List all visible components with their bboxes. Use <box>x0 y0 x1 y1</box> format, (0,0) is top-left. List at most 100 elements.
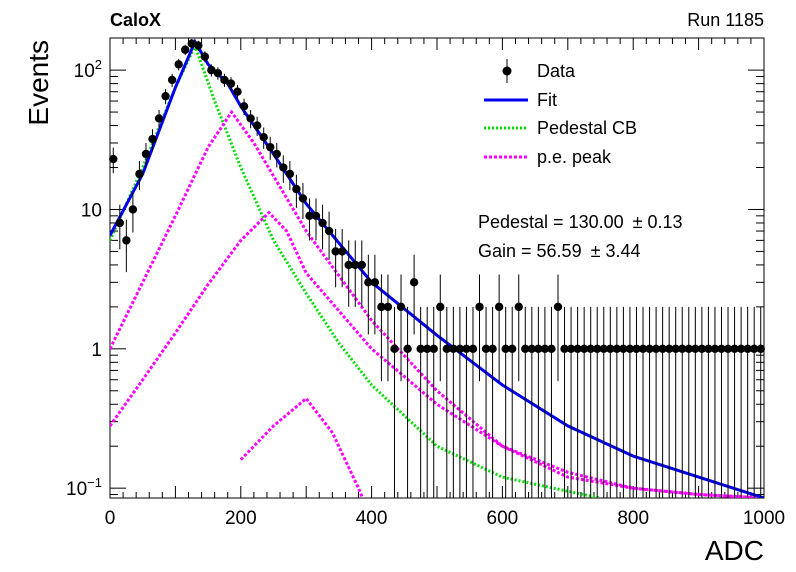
chart-marks <box>109 38 765 498</box>
data-point <box>645 344 654 354</box>
data-point <box>181 45 190 54</box>
data-point <box>736 344 746 354</box>
data-point <box>279 163 288 172</box>
x-tick-label: 1000 <box>743 508 785 529</box>
data-point <box>331 247 340 256</box>
data-point <box>383 302 393 312</box>
data-point <box>632 344 641 354</box>
gain-value: Gain = 56.59 <box>478 241 582 261</box>
data-point <box>691 344 700 354</box>
data-point <box>619 344 628 354</box>
curve-p-e-peak <box>239 396 365 498</box>
data-point <box>141 149 151 159</box>
data-point <box>449 344 458 354</box>
data-point <box>187 39 196 48</box>
data-point <box>514 302 523 312</box>
data-point <box>547 344 556 354</box>
x-tick-label: 600 <box>487 508 519 529</box>
data-point <box>174 60 183 69</box>
gain-error: ± 3.44 <box>591 241 641 261</box>
data-point <box>593 344 602 354</box>
data-point <box>664 344 674 354</box>
data-point <box>154 114 164 123</box>
data-point <box>723 344 733 354</box>
data-point <box>239 102 249 111</box>
data-point <box>109 154 118 164</box>
data-point <box>252 121 262 130</box>
data-point <box>416 344 425 354</box>
data-point <box>494 302 504 312</box>
data-point <box>122 236 131 245</box>
data-point <box>534 344 543 354</box>
data-point <box>599 344 608 354</box>
legend-item-p-e-peak: p.e. peak <box>484 147 612 167</box>
data-point <box>658 344 667 354</box>
data-point <box>161 91 170 101</box>
data-point <box>344 260 353 270</box>
legend-item-fit: Fit <box>484 90 557 110</box>
data-point <box>481 344 491 354</box>
data-point <box>488 344 497 354</box>
data-point <box>710 344 720 354</box>
data-point <box>246 114 255 123</box>
legend-marker <box>502 66 512 76</box>
data-point <box>527 344 537 354</box>
data-point <box>697 344 707 354</box>
data-point <box>468 344 478 354</box>
y-tick-label: 10−1 <box>66 475 102 500</box>
data-point <box>298 194 308 203</box>
data-point <box>370 278 380 287</box>
data-point <box>377 302 386 312</box>
legend-label: Fit <box>537 90 557 110</box>
legend-label: Data <box>537 61 576 81</box>
header-right-label: Run 1185 <box>687 10 764 30</box>
x-tick-label: 400 <box>356 508 388 529</box>
y-tick-label: 102 <box>74 57 102 82</box>
data-point <box>651 344 661 354</box>
data-point <box>501 344 510 354</box>
x-tick-label: 0 <box>105 508 116 529</box>
plot-frame <box>109 37 765 499</box>
legend-label: p.e. peak <box>537 147 612 167</box>
data-point <box>115 218 125 228</box>
data-point <box>292 184 301 194</box>
data-point <box>756 344 765 354</box>
data-point <box>305 211 314 221</box>
data-point <box>207 65 216 75</box>
data-point <box>436 302 445 312</box>
data-point <box>638 344 648 354</box>
y-tick-label: 1 <box>91 340 102 361</box>
data-point <box>403 344 412 354</box>
data-point <box>462 344 471 354</box>
legend-label: Pedestal CB <box>537 118 637 138</box>
header-left-label: CaloX <box>110 10 161 30</box>
curve-fit <box>110 38 764 498</box>
data-point <box>351 260 360 270</box>
data-point <box>429 344 438 354</box>
y-axis-title: Events <box>23 40 54 126</box>
x-axis: 0 200 400 600 800 1000 <box>105 38 785 529</box>
data-point <box>226 79 236 88</box>
data-point <box>167 75 177 85</box>
data-point <box>364 278 373 287</box>
svg-text:Gain = 56.59 ± 3.44: Gain = 56.59 ± 3.44 <box>478 241 641 261</box>
data-point <box>324 226 334 236</box>
y-tick-label: 10 <box>81 200 102 221</box>
data-point <box>272 149 281 159</box>
data-point <box>606 344 615 354</box>
data-point <box>259 133 268 142</box>
legend-item-pedestal-cb: Pedestal CB <box>484 118 637 138</box>
data-point <box>579 344 589 354</box>
data-point <box>508 344 517 354</box>
legend: Data Fit Pedestal CB p.e. peak <box>484 59 637 167</box>
data-point <box>553 302 563 312</box>
data-point <box>678 344 687 354</box>
data-point <box>148 134 157 144</box>
data-point <box>266 142 275 152</box>
legend-item-data: Data <box>502 59 576 83</box>
x-tick-label: 200 <box>225 508 257 529</box>
data-point <box>194 41 203 50</box>
data-point <box>671 344 680 354</box>
x-tick-label: 800 <box>617 508 649 529</box>
